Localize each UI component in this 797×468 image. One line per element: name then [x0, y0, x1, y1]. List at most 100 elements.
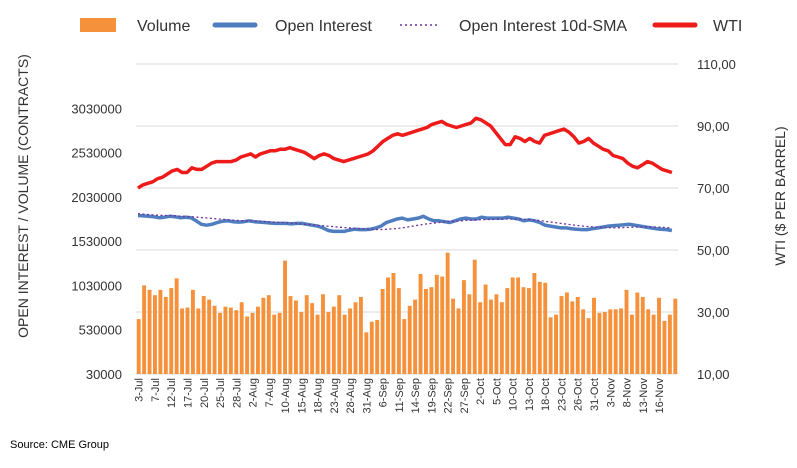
left-tick-label: 1030000 [71, 278, 122, 293]
x-tick-label: 18-Aug [313, 378, 325, 413]
volume-bar [201, 296, 206, 374]
x-tick-label: 19-Sep [426, 378, 438, 413]
volume-bar [342, 314, 347, 374]
volume-bar [667, 314, 672, 374]
volume-bar [234, 310, 239, 374]
x-tick-label: 13-Oct [524, 378, 536, 411]
x-tick-label: 3-Nov [605, 378, 617, 408]
volume-bar [537, 281, 542, 374]
right-tick-label: 70,00 [697, 181, 730, 196]
volume-bar [255, 306, 260, 374]
volume-bar [180, 308, 185, 374]
volume-bar [402, 319, 407, 374]
open-interest-sma-line [137, 213, 672, 231]
left-axis-title: OPEN INTEREST / VOLUME (CONTRACTS) [15, 54, 31, 338]
volume-bar [499, 302, 504, 374]
x-tick-label: 14-Sep [410, 378, 422, 413]
x-tick-label: 6-Sep [378, 378, 390, 407]
volume-bar [391, 273, 396, 374]
x-tick-label: 26-Oct [573, 378, 585, 411]
volume-bar [472, 259, 477, 374]
volume-bar [293, 300, 298, 374]
volume-bar [445, 252, 450, 374]
volume-bar [153, 295, 157, 374]
legend: Volume Open Interest Open Interest 10d-S… [80, 18, 742, 35]
volume-bar [516, 277, 521, 374]
left-tick-label: 2530000 [71, 146, 122, 161]
x-tick-label: 27-Sep [459, 378, 471, 413]
volume-bar [358, 296, 363, 374]
volume-bar [467, 294, 472, 374]
left-tick-label: 2030000 [71, 190, 122, 205]
volume-bar [624, 289, 629, 374]
right-tick-label: 10,00 [697, 367, 730, 382]
volume-bar [657, 297, 661, 374]
x-tick-label: 7-Aug [264, 378, 276, 407]
right-axis-title: WTI ($ PER BARREL) [772, 126, 788, 265]
volume-bar [364, 332, 369, 374]
volume-bar [147, 289, 152, 374]
volume-bar [608, 309, 613, 374]
x-tick-label: 20-Jul [199, 378, 211, 408]
volume-bar [586, 318, 591, 374]
volume-bar [266, 295, 271, 374]
legend-volume-swatch [80, 18, 116, 32]
volume-bar [174, 278, 179, 374]
volume-bar [223, 306, 228, 374]
right-axis-ticks: 110,00 90,00 70,00 50,00 30,00 10,00 [697, 57, 736, 382]
x-tick-label: 31-Oct [589, 378, 601, 411]
volume-bar [315, 314, 320, 374]
volume-bar [489, 299, 493, 374]
volume-bar [418, 273, 423, 374]
x-tick-label: 28-Aug [345, 378, 357, 413]
wti-line [137, 116, 673, 190]
open-interest-line [137, 213, 673, 234]
volume-bar [337, 295, 342, 374]
left-tick-label: 530000 [79, 323, 122, 338]
volume-bar [380, 288, 385, 374]
volume-bar [277, 312, 282, 374]
volume-bar [331, 306, 336, 374]
volume-bar [239, 302, 244, 374]
volume-bar [575, 296, 580, 374]
volume-bar [651, 314, 656, 374]
x-tick-label: 15-Aug [296, 378, 308, 413]
volume-bar [299, 312, 304, 374]
volume-bar [456, 308, 461, 374]
volume-bar [564, 292, 569, 374]
volume-bar [440, 276, 445, 374]
volume-bar [283, 260, 288, 374]
volume-bar [250, 312, 255, 374]
x-tick-label: 11-Sep [394, 378, 406, 413]
volume-bar [646, 309, 651, 374]
volume-bar [386, 277, 390, 374]
volume-bar [505, 288, 510, 374]
volume-bar [321, 294, 325, 374]
legend-open-interest-label: Open Interest [275, 18, 373, 35]
x-tick-label: 3-Jul [134, 378, 146, 402]
legend-volume-label: Volume [137, 18, 190, 35]
volume-bar [245, 316, 250, 374]
right-tick-label: 50,00 [697, 243, 730, 258]
volume-bar [613, 309, 618, 374]
left-axis-ticks: 3030000 2530000 2030000 1530000 1030000 53000… [71, 101, 122, 382]
legend-sma-label: Open Interest 10d-SMA [459, 18, 627, 35]
volume-bar [548, 317, 553, 374]
volume-bar [526, 288, 531, 374]
volume-bar [304, 295, 309, 374]
volume-bar [543, 282, 548, 374]
right-tick-label: 90,00 [697, 119, 730, 134]
x-tick-label: 23-Oct [556, 378, 568, 411]
volume-bar [554, 314, 559, 374]
volume-bar [136, 319, 141, 374]
volume-bar [494, 294, 499, 374]
volume-bar [190, 289, 195, 374]
x-tick-label: 23-Aug [329, 378, 341, 413]
volume-bar [673, 298, 678, 374]
volume-bar [451, 298, 456, 374]
volume-bar [629, 314, 634, 374]
volume-bars [136, 252, 678, 374]
volume-bar [185, 307, 190, 374]
volume-bar [581, 309, 586, 374]
